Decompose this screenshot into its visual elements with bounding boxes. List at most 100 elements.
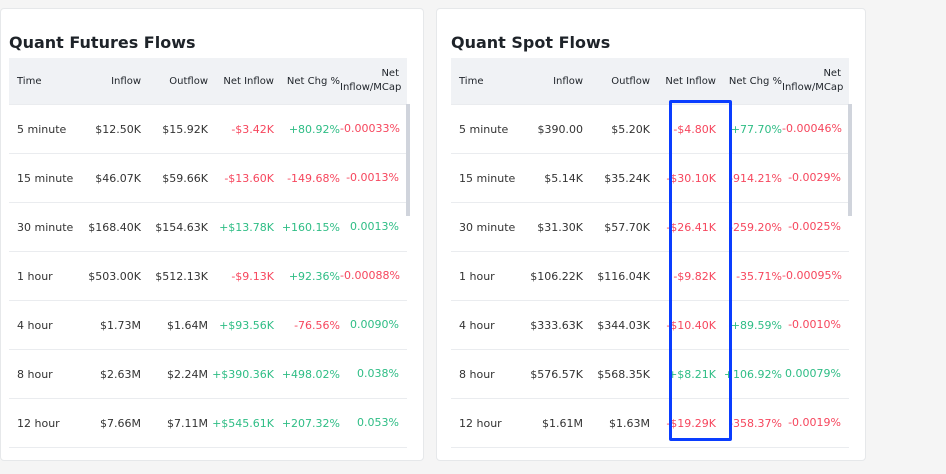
table-row: 15 minute $5.14K $35.24K -$30.10K -914.21% -0… — [451, 154, 849, 203]
cell-net-inflow: -$30.10K — [666, 171, 716, 185]
table-row: 8 hour $2.63M $2.24M +$390.36K +498.02% 0.038… — [9, 350, 407, 399]
cell-net-chg: +80.92% — [288, 122, 340, 136]
header-outflow[interactable]: Outflow — [169, 75, 208, 87]
cell-inflow: $390.00 — [537, 122, 584, 136]
cell-net-inflow-mcap: 0.0013% — [350, 220, 399, 233]
cell-inflow: $168.40K — [88, 220, 141, 234]
header-outflow[interactable]: Outflow — [611, 75, 650, 87]
header-net-chg[interactable]: Net Chg % — [728, 75, 782, 87]
cell-outflow: $59.66K — [162, 171, 208, 185]
cell-net-chg: +106.92% — [723, 367, 782, 381]
table-row: 30 minute $31.30K $57.70K -$26.41K -259.20% -… — [451, 203, 849, 252]
scrollbar[interactable] — [406, 104, 410, 216]
cell-outflow: $57.70K — [604, 220, 650, 234]
scrollbar[interactable] — [848, 104, 852, 216]
table-row: 1 hour $106.22K $116.04K -$9.82K -35.71% -0.0… — [451, 252, 849, 301]
cell-net-inflow-mcap: 0.038% — [357, 367, 399, 380]
cell-net-chg: +207.32% — [281, 416, 340, 430]
cell-outflow: $116.04K — [597, 269, 650, 283]
cell-net-inflow-mcap: -0.0029% — [788, 171, 841, 184]
cell-time: 1 hour — [17, 269, 53, 283]
cell-time: 12 hour — [17, 416, 60, 430]
cell-net-inflow-mcap: -0.0025% — [788, 220, 841, 233]
cell-net-inflow: +$13.78K — [219, 220, 274, 234]
table-row: 30 minute $168.40K $154.63K +$13.78K +160.15… — [9, 203, 407, 252]
table-header: Time Inflow Outflow Net Inflow Net Chg % Net … — [451, 58, 849, 105]
cell-net-inflow-mcap: -0.0019% — [788, 416, 841, 429]
cell-net-chg: -76.56% — [294, 318, 340, 332]
table-header: Time Inflow Outflow Net Inflow Net Chg % Net … — [9, 58, 407, 105]
cell-net-inflow: -$19.29K — [666, 416, 716, 430]
cell-outflow: $512.13K — [155, 269, 208, 283]
cell-time: 8 hour — [17, 367, 53, 381]
cell-outflow: $2.24M — [167, 367, 208, 381]
cell-net-chg: -259.20% — [729, 220, 782, 234]
cell-time: 30 minute — [459, 220, 516, 234]
header-net-chg[interactable]: Net Chg % — [286, 75, 340, 87]
cell-net-inflow: +$545.61K — [212, 416, 274, 430]
cell-time: 30 minute — [17, 220, 74, 234]
cell-net-chg: +89.59% — [730, 318, 782, 332]
cell-net-chg: +92.36% — [288, 269, 340, 283]
cell-net-inflow-mcap: 0.0090% — [350, 318, 399, 331]
cell-outflow: $15.92K — [162, 122, 208, 136]
cell-time: 15 minute — [459, 171, 516, 185]
cell-net-inflow-mcap: 0.00079% — [785, 367, 841, 380]
header-time[interactable]: Time — [459, 75, 484, 87]
cell-net-chg: -149.68% — [287, 171, 340, 185]
table-row: 8 hour $576.57K $568.35K +$8.21K +106.92% 0.0… — [451, 350, 849, 399]
cell-net-inflow-mcap: -0.00088% — [340, 269, 400, 282]
cell-net-inflow-mcap: -0.0010% — [788, 318, 841, 331]
cell-time: 12 hour — [459, 416, 502, 430]
card-title: Quant Futures Flows — [9, 33, 196, 52]
cell-inflow: $106.22K — [530, 269, 583, 283]
table-row: 12 hour $7.66M $7.11M +$545.61K +207.32% 0.05… — [9, 399, 407, 448]
spot-flows-table: Time Inflow Outflow Net Inflow Net Chg % Net … — [451, 58, 852, 448]
cell-inflow: $576.57K — [530, 367, 583, 381]
cell-outflow: $5.20K — [611, 122, 650, 136]
cell-net-inflow: -$9.13K — [231, 269, 274, 283]
cell-net-chg: +160.15% — [281, 220, 340, 234]
cell-outflow: $154.63K — [155, 220, 208, 234]
cell-time: 1 hour — [459, 269, 495, 283]
cell-outflow: $1.63M — [609, 416, 650, 430]
futures-flows-table: Time Inflow Outflow Net Inflow Net Chg % Net … — [9, 58, 410, 448]
cell-inflow: $31.30K — [537, 220, 583, 234]
header-net-inflow-mcap[interactable]: Net Inflow/MCap — [340, 68, 402, 93]
cell-outflow: $344.03K — [597, 318, 650, 332]
cell-net-inflow: -$4.80K — [673, 122, 716, 136]
cell-net-inflow: -$26.41K — [666, 220, 716, 234]
cell-time: 15 minute — [17, 171, 74, 185]
futures-flows-card: Quant Futures Flows Time Inflow Outflow Net… — [0, 8, 424, 461]
cell-inflow: $7.66M — [100, 416, 141, 430]
cell-net-inflow: -$13.60K — [224, 171, 274, 185]
cell-outflow: $35.24K — [604, 171, 650, 185]
table-row: 4 hour $1.73M $1.64M +$93.56K -76.56% 0.0090% — [9, 301, 407, 350]
cell-net-inflow-mcap: -0.00033% — [340, 122, 400, 135]
cell-inflow: $5.14K — [544, 171, 583, 185]
cell-outflow: $568.35K — [597, 367, 650, 381]
header-net-inflow[interactable]: Net Inflow — [223, 75, 274, 87]
header-net-inflow-mcap[interactable]: Net Inflow/MCap — [782, 68, 844, 93]
cell-net-inflow-mcap: -0.00095% — [782, 269, 842, 282]
cell-net-inflow: +$93.56K — [219, 318, 274, 332]
cell-inflow: $46.07K — [95, 171, 141, 185]
cell-net-chg: +498.02% — [281, 367, 340, 381]
cell-time: 5 minute — [17, 122, 67, 136]
cell-outflow: $7.11M — [167, 416, 208, 430]
header-time[interactable]: Time — [17, 75, 42, 87]
table-row: 5 minute $390.00 $5.20K -$4.80K +77.70% -0.00… — [451, 105, 849, 154]
header-net-inflow[interactable]: Net Inflow — [665, 75, 716, 87]
cell-net-inflow: +$8.21K — [668, 367, 716, 381]
spot-flows-card: Quant Spot Flows Time Inflow Outflow Net In… — [436, 8, 866, 461]
table-row: 5 minute $12.50K $15.92K -$3.42K +80.92% -0.0… — [9, 105, 407, 154]
cell-inflow: $12.50K — [95, 122, 141, 136]
cell-net-inflow: -$9.82K — [673, 269, 716, 283]
cell-time: 4 hour — [17, 318, 53, 332]
header-inflow[interactable]: Inflow — [553, 75, 583, 87]
header-inflow[interactable]: Inflow — [111, 75, 141, 87]
cell-net-inflow-mcap: -0.0013% — [346, 171, 399, 184]
table-row: 15 minute $46.07K $59.66K -$13.60K -149.68% -… — [9, 154, 407, 203]
card-title: Quant Spot Flows — [451, 33, 611, 52]
cell-net-inflow: -$10.40K — [666, 318, 716, 332]
